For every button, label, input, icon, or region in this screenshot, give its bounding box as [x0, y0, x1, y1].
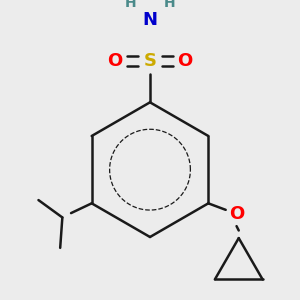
- Text: O: O: [108, 52, 123, 70]
- Text: O: O: [229, 205, 244, 223]
- Text: O: O: [177, 52, 192, 70]
- Text: H: H: [124, 0, 136, 11]
- Text: N: N: [142, 11, 158, 29]
- Text: H: H: [164, 0, 176, 11]
- Text: S: S: [143, 52, 157, 70]
